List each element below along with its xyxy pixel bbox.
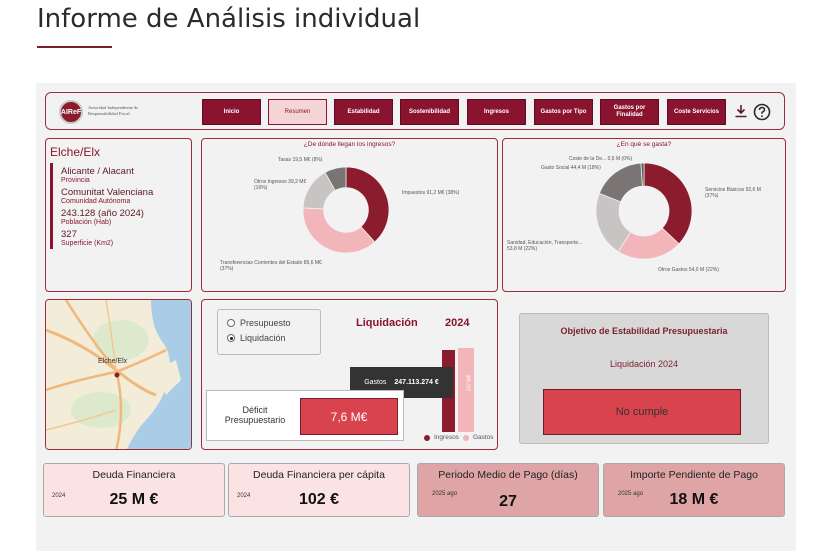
ingresos-slice-1[interactable] <box>302 207 376 254</box>
province-value: Alicante / Alacant <box>61 166 134 177</box>
nav-gastos-tipo-button[interactable]: Gastos por Tipo <box>534 99 593 125</box>
logo-caption: Autoridad Independiente de Responsabilid… <box>88 105 139 116</box>
kpi-importe-pendiente: Importe Pendiente de Pago 2025 ago 18 M … <box>603 463 785 517</box>
gastos-label-sanidad: Sanidad, Educación, Transporte... 53,8 M… <box>507 240 583 252</box>
ingresos-title: ¿De dónde llegan los ingresos? <box>303 141 396 148</box>
legend-ingresos-swatch <box>424 434 430 441</box>
tooltip-value: 247.113.274 € <box>394 379 439 386</box>
kpi-date: 2025 ago <box>618 491 644 497</box>
city-name: Elche/Elx <box>50 145 101 159</box>
legend-gastos-swatch <box>462 434 469 441</box>
kpi-value: 25 M € <box>109 491 159 508</box>
kpi-periodo-medio-pago: Periodo Medio de Pago (días) 2025 ago 27 <box>417 463 599 517</box>
tooltip-label: Gastos <box>364 379 387 386</box>
population-label: Población (Hab) <box>61 219 112 226</box>
ingresos-label-impuestos: Impuestos 91,2 M€ (38%) <box>402 190 460 196</box>
gastos-label-coste-deuda: Coste de la De... 0,5 M (0%) <box>569 156 633 162</box>
liquidacion-panel: Presupuesto Liquidación Liquidación 2024… <box>201 299 498 450</box>
objective-status-badge: No cumple <box>543 389 741 435</box>
kpi-date: 2024 <box>237 493 251 499</box>
community-label: Comunidad Autónoma <box>61 198 131 205</box>
location-map[interactable]: Elche/Elx <box>45 299 192 450</box>
radio-dot-selected-icon[interactable] <box>227 334 235 342</box>
community-value: Comunitat Valenciana <box>61 187 154 198</box>
ingresos-label-tasas: Tasas 19,5 M€ (8%) <box>278 157 323 163</box>
gastos-label-otros: Otros Gastos 54,0 M (22%) <box>658 267 719 273</box>
area-value: 327 <box>61 229 77 240</box>
gastos-bar[interactable] <box>458 348 474 432</box>
kpi-title: Importe Pendiente de Pago <box>630 469 758 481</box>
gastos-slice-4[interactable] <box>640 162 645 187</box>
nav-sostenibilidad-button[interactable]: Sostenibilidad <box>400 99 459 125</box>
gastos-slice-0[interactable] <box>643 162 693 245</box>
budget-type-selector: Presupuesto Liquidación <box>217 309 321 355</box>
radio-liquidacion[interactable]: Liquidación <box>227 333 286 343</box>
nav-bar: AIReF Autoridad Independiente de Respons… <box>45 92 785 130</box>
gastos-panel: ¿En qué se gasta? Servicios Básicos 92,6… <box>502 138 786 292</box>
kpi-date: 2025 ago <box>432 491 458 497</box>
radio-presupuesto[interactable]: Presupuesto <box>227 318 291 328</box>
ingresos-slice-0[interactable] <box>345 166 390 243</box>
deficit-label: Déficit Presupuestario <box>224 405 286 425</box>
ingresos-slice-3[interactable] <box>324 166 347 192</box>
liquidacion-title: Liquidación <box>356 317 418 329</box>
deficit-card: Déficit Presupuestario 7,6 M€ <box>206 390 404 441</box>
nav-coste-servicios-button[interactable]: Coste Servicios <box>667 99 726 125</box>
nav-ingresos-button[interactable]: Ingresos <box>467 99 526 125</box>
airef-logo: AIReF <box>59 100 83 124</box>
ingresos-label-otros: Otros Ingresos 39,2 M€ (16%) <box>254 179 307 191</box>
gastos-label-servicios: Servicios Básicos 92,6 M (37%) <box>705 187 761 199</box>
report-canvas: AIReF Autoridad Independiente de Respons… <box>36 83 796 551</box>
objective-subtitle: Liquidación 2024 <box>609 359 679 369</box>
radio-dot-icon[interactable] <box>227 319 235 327</box>
objective-title: Objetivo de Estabilidad Presupuestaria <box>560 326 728 336</box>
area-label: Superficie (Km2) <box>61 240 114 247</box>
deficit-value: 7,6 M€ <box>300 398 398 435</box>
legend-gastos: Gastos <box>472 434 494 441</box>
kpi-value: 18 M € <box>669 491 719 508</box>
stability-objective-card: Objetivo de Estabilidad Presupuestaria L… <box>519 313 769 444</box>
liquidacion-year: 2024 <box>445 317 470 329</box>
ingresos-donut-chart[interactable] <box>301 165 391 255</box>
bar-legend: Ingresos Gastos <box>424 434 494 441</box>
kpi-deuda-financiera: Deuda Financiera 2024 25 M € <box>43 463 225 517</box>
nav-estabilidad-button[interactable]: Estabilidad <box>334 99 393 125</box>
gastos-title: ¿En qué se gasta? <box>616 141 672 148</box>
ingresos-panel: ¿De dónde llegan los ingresos? Impuestos… <box>201 138 498 292</box>
page-title: Informe de Análisis individual <box>37 4 421 34</box>
nav-inicio-button[interactable]: Inicio <box>202 99 261 125</box>
kpi-date: 2024 <box>52 493 66 499</box>
kpi-deuda-per-capita: Deuda Financiera per cápita 2024 102 € <box>228 463 410 517</box>
province-label: Provincia <box>61 177 90 184</box>
download-icon[interactable] <box>734 104 748 118</box>
kpi-title: Deuda Financiera per cápita <box>253 469 385 481</box>
nav-resumen-button[interactable]: Resumen <box>268 99 327 125</box>
gastos-bar-label: 247 M€ <box>466 374 473 392</box>
kpi-title: Periodo Medio de Pago (días) <box>438 469 578 481</box>
municipality-info-card: Elche/Elx Alicante / Alacant Provincia C… <box>45 138 192 292</box>
radio-presupuesto-label: Presupuesto <box>240 318 291 328</box>
gastos-slice-3[interactable] <box>598 162 643 203</box>
kpi-value: 27 <box>499 493 517 510</box>
info-list: Alicante / Alacant Provincia Comunitat V… <box>50 163 185 249</box>
title-underline <box>37 46 112 48</box>
gastos-donut-chart[interactable] <box>594 161 694 261</box>
map-city-label: Elche/Elx <box>98 358 128 365</box>
legend-ingresos: Ingresos <box>434 434 459 441</box>
population-value: 243.128 (año 2024) <box>61 208 144 219</box>
help-icon[interactable] <box>753 103 771 121</box>
gastos-label-social: Gasto Social 44,4 M (18%) <box>541 165 601 171</box>
ingresos-label-transferencias: Transferencias Corrientes del Estado 89,… <box>220 260 322 272</box>
kpi-value: 102 € <box>298 491 340 508</box>
nav-gastos-finalidad-button[interactable]: Gastos por Finalidad <box>600 99 659 125</box>
map-image <box>46 300 191 449</box>
radio-liquidacion-label: Liquidación <box>240 333 286 343</box>
kpi-title: Deuda Financiera <box>92 469 176 481</box>
